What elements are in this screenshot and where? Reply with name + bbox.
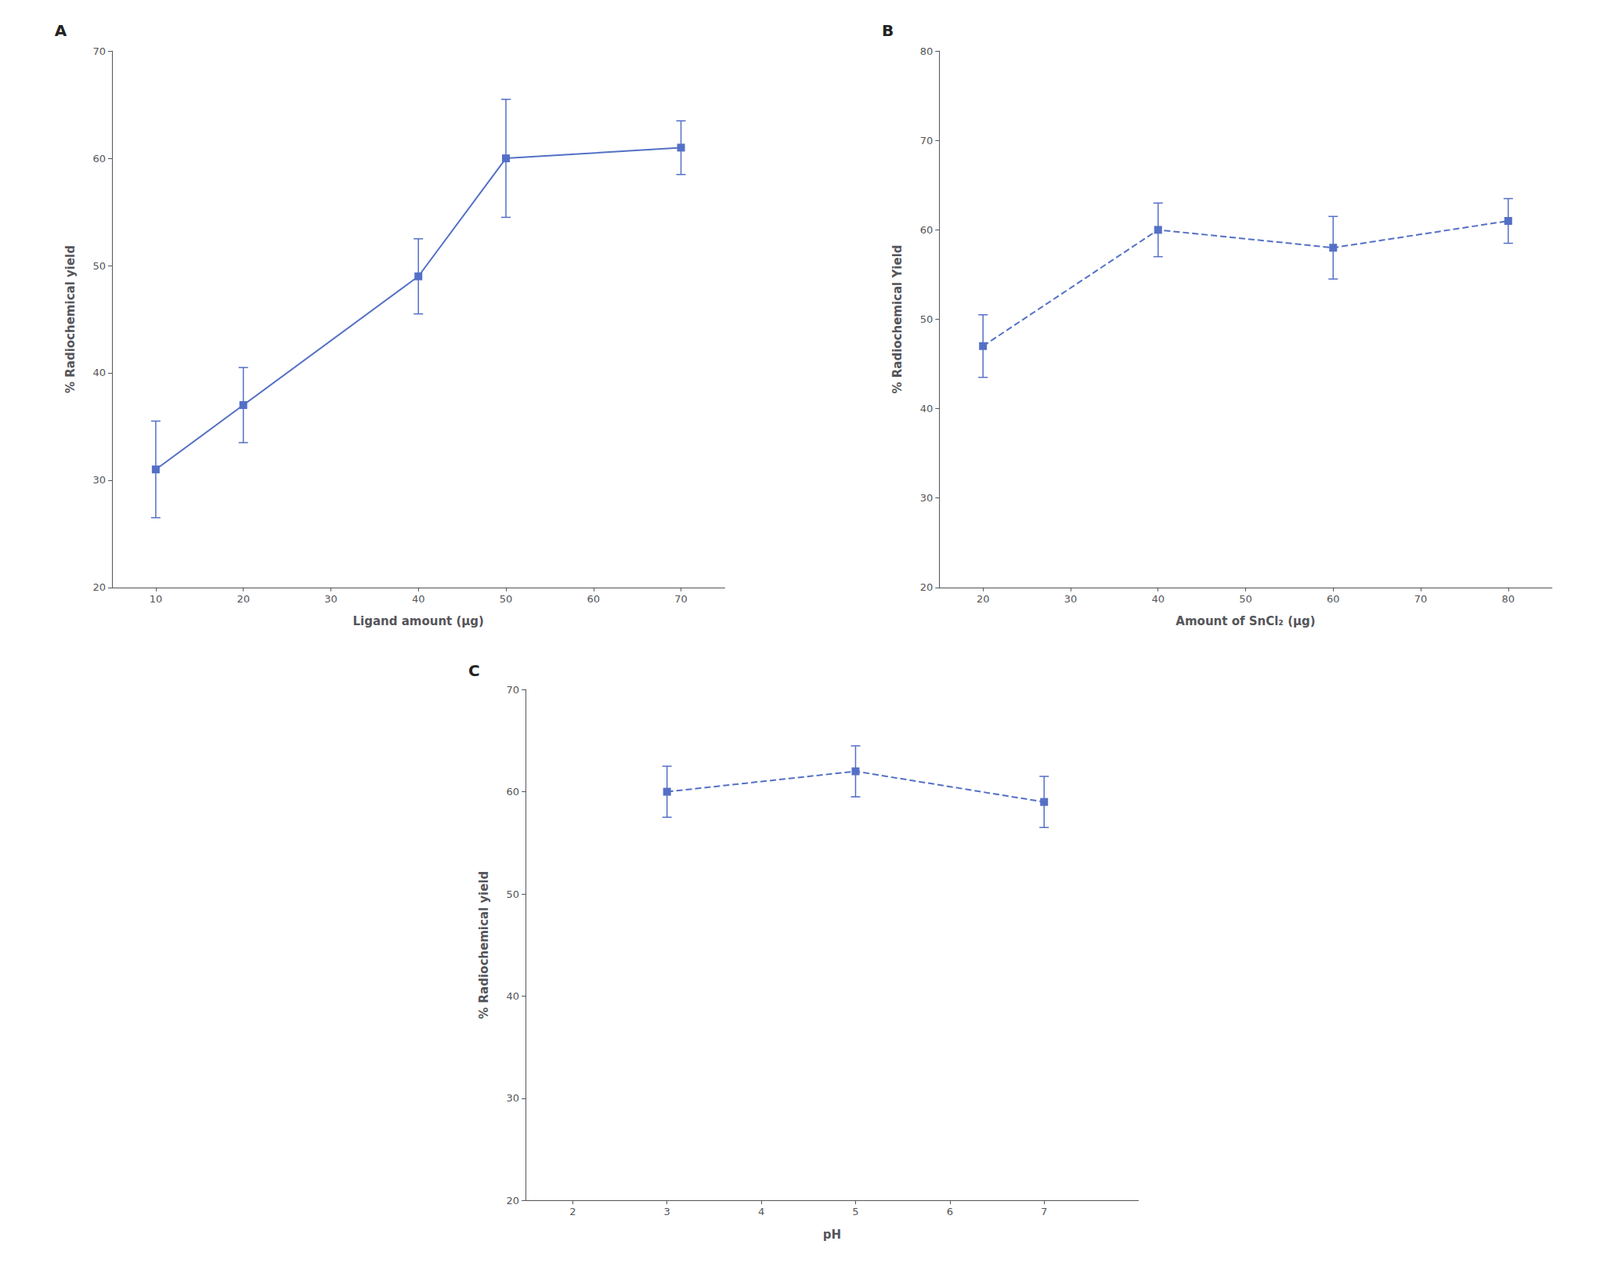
svg-text:80: 80 <box>920 45 934 58</box>
svg-text:C: C <box>468 660 481 680</box>
svg-text:60: 60 <box>506 785 521 798</box>
svg-text:60: 60 <box>92 152 106 165</box>
svg-text:60: 60 <box>1326 592 1340 605</box>
svg-text:% Radiochemical yield: % Radiochemical yield <box>63 245 78 394</box>
svg-text:4: 4 <box>758 1205 765 1218</box>
svg-text:2: 2 <box>569 1205 576 1218</box>
svg-text:30: 30 <box>324 592 338 605</box>
svg-text:50: 50 <box>1238 592 1253 605</box>
svg-text:70: 70 <box>920 134 934 147</box>
svg-text:50: 50 <box>92 260 106 272</box>
svg-text:Ligand amount (μg): Ligand amount (μg) <box>352 613 484 629</box>
svg-text:% Radiochemical Yield: % Radiochemical Yield <box>890 244 905 394</box>
svg-text:70: 70 <box>1414 592 1428 605</box>
svg-text:40: 40 <box>92 366 106 379</box>
svg-text:50: 50 <box>920 313 934 326</box>
svg-text:40: 40 <box>506 989 521 1002</box>
svg-text:% Radiochemical yield: % Radiochemical yield <box>476 870 492 1019</box>
svg-text:70: 70 <box>92 45 106 58</box>
svg-text:7: 7 <box>1040 1205 1048 1218</box>
svg-text:40: 40 <box>411 592 426 605</box>
svg-text:30: 30 <box>506 1091 521 1104</box>
svg-text:20: 20 <box>976 592 990 605</box>
svg-text:30: 30 <box>920 491 934 504</box>
svg-text:20: 20 <box>236 592 250 605</box>
svg-text:3: 3 <box>664 1205 671 1218</box>
svg-text:B: B <box>881 21 894 40</box>
svg-text:50: 50 <box>499 592 513 605</box>
svg-text:pH: pH <box>823 1227 842 1242</box>
svg-text:70: 70 <box>506 683 521 696</box>
svg-text:60: 60 <box>586 592 600 605</box>
svg-text:40: 40 <box>920 402 934 415</box>
svg-text:6: 6 <box>946 1205 954 1218</box>
svg-text:20: 20 <box>506 1194 521 1207</box>
svg-text:A: A <box>54 21 68 40</box>
svg-text:70: 70 <box>674 592 688 605</box>
svg-text:10: 10 <box>149 592 163 605</box>
svg-text:40: 40 <box>1151 592 1165 605</box>
svg-text:60: 60 <box>920 223 934 236</box>
svg-text:Amount of SnCl₂ (μg): Amount of SnCl₂ (μg) <box>1175 613 1315 629</box>
svg-text:5: 5 <box>852 1205 859 1218</box>
svg-text:20: 20 <box>92 581 106 593</box>
svg-text:80: 80 <box>1502 592 1516 605</box>
svg-text:20: 20 <box>920 581 934 593</box>
svg-text:30: 30 <box>1064 592 1078 605</box>
svg-text:30: 30 <box>92 473 106 486</box>
svg-text:50: 50 <box>506 888 521 900</box>
